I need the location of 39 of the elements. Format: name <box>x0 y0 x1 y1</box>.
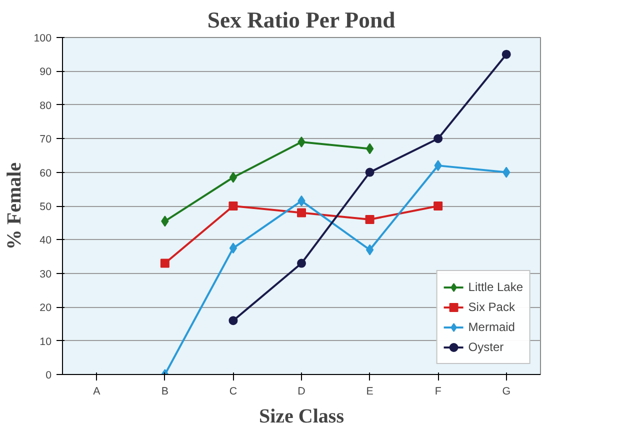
y-axis-title: % Female <box>4 162 26 250</box>
legend-label: Six Pack <box>468 300 515 314</box>
point <box>228 316 238 326</box>
point <box>365 214 374 224</box>
x-tick-label: G <box>502 386 511 398</box>
y-tick-label: 50 <box>40 201 52 213</box>
x-axis-title: Size Class <box>259 406 344 428</box>
point <box>297 208 306 218</box>
point <box>434 134 443 144</box>
point <box>434 202 443 210</box>
point <box>229 242 238 254</box>
y-tick-label: 0 <box>46 370 52 382</box>
point <box>366 244 374 256</box>
y-tick-label: 100 <box>34 32 52 44</box>
y-tick-label: 80 <box>40 100 52 112</box>
point <box>160 258 170 268</box>
legend-label: Little Lake <box>468 280 523 294</box>
point <box>297 258 306 268</box>
x-tick-label: F <box>434 386 442 398</box>
y-tick-label: 20 <box>40 302 52 314</box>
y-tick-label: 60 <box>40 167 52 180</box>
point <box>365 168 374 177</box>
x-tick-label: D <box>298 386 306 398</box>
x-tick-label: E <box>366 386 374 398</box>
y-tick-label: 30 <box>40 268 52 280</box>
legend-label: Oyster <box>468 340 504 354</box>
point <box>229 172 238 183</box>
y-tick-label: 70 <box>40 134 52 146</box>
chart-title: Sex Ratio Per Pond <box>207 8 396 32</box>
y-tick-label: 10 <box>40 336 52 348</box>
point <box>228 202 238 210</box>
legend-label: Mermaid <box>468 320 515 334</box>
point <box>366 143 374 154</box>
point <box>502 50 511 59</box>
x-tick-label: C <box>229 386 238 398</box>
y-tick-label: 90 <box>40 66 52 78</box>
x-tick-label: A <box>93 386 102 398</box>
x-tick-label: B <box>161 386 168 398</box>
y-tick-label: 40 <box>40 234 52 247</box>
